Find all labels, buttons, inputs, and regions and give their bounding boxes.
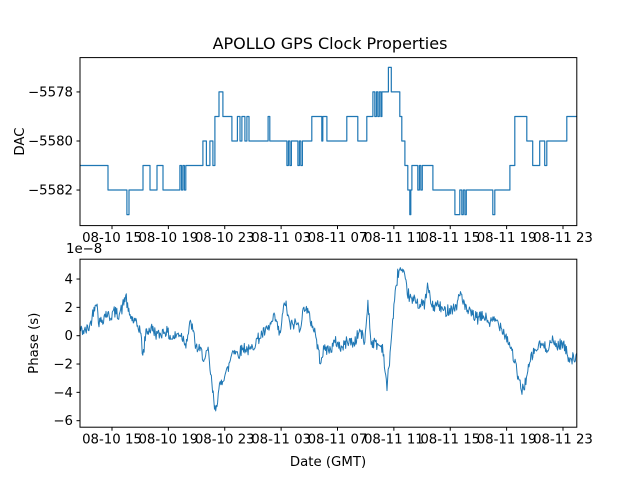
phase-noise-series bbox=[80, 267, 577, 412]
date-x-axis-label: Date (GMT) bbox=[290, 455, 366, 470]
y-tick-label: 0 bbox=[65, 329, 73, 344]
y-tick-label: −5582 bbox=[28, 184, 73, 199]
x-tick-label: 08-11 19 bbox=[477, 433, 537, 448]
x-tick-label: 08-11 11 bbox=[364, 231, 424, 246]
x-tick-label: 08-10 23 bbox=[195, 433, 255, 448]
y-tick-label: −4 bbox=[53, 386, 73, 401]
x-tick-label: 08-11 03 bbox=[251, 433, 311, 448]
y-offset-multiplier-label: 1e−8 bbox=[66, 242, 102, 257]
x-tick-label: 08-11 07 bbox=[308, 231, 368, 246]
x-tick-label: 08-11 03 bbox=[251, 231, 311, 246]
x-tick-label: 08-11 15 bbox=[420, 433, 480, 448]
x-tick-label: 08-11 19 bbox=[477, 231, 537, 246]
x-tick-label: 08-11 23 bbox=[533, 231, 593, 246]
axes-frame bbox=[79, 258, 578, 428]
x-tick-label: 08-11 15 bbox=[420, 231, 480, 246]
y-tick-label: 2 bbox=[65, 301, 73, 316]
y-tick-label: −5580 bbox=[28, 134, 73, 149]
dac-y-axis-label: DAC bbox=[13, 128, 28, 156]
x-tick-label: 08-10 15 bbox=[82, 231, 142, 246]
x-tick-label: 08-11 11 bbox=[364, 433, 424, 448]
y-tick-label: 4 bbox=[65, 273, 73, 288]
y-tick-label: −5578 bbox=[28, 85, 73, 100]
dac-step-series bbox=[80, 66, 577, 216]
x-tick-label: 08-11 07 bbox=[308, 433, 368, 448]
x-tick-label: 08-10 23 bbox=[195, 231, 255, 246]
x-tick-label: 08-10 19 bbox=[138, 433, 198, 448]
x-tick-label: 08-10 15 bbox=[82, 433, 142, 448]
y-tick-label: −6 bbox=[53, 414, 73, 429]
figure-title: APOLLO GPS Clock Properties bbox=[213, 34, 448, 53]
phase-y-axis-label: Phase (s) bbox=[27, 313, 42, 374]
x-tick-label: 08-10 19 bbox=[138, 231, 198, 246]
y-tick-label: −2 bbox=[53, 358, 73, 373]
axes-frame bbox=[79, 57, 578, 227]
x-tick-label: 08-11 23 bbox=[533, 433, 593, 448]
